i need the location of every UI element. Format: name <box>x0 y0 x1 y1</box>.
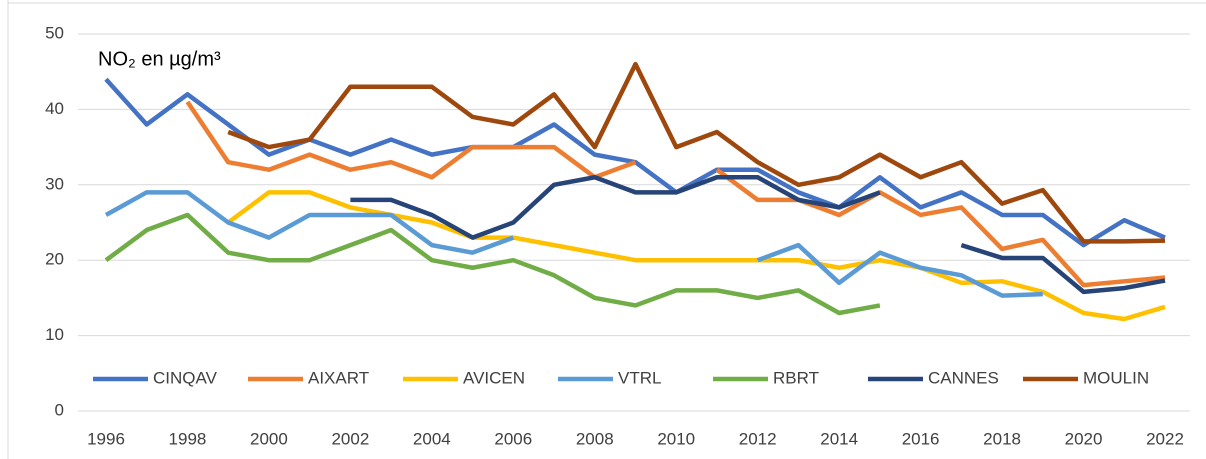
x-tick-label: 2020 <box>1065 429 1103 448</box>
annotation: NO₂ en µg/m³ <box>98 48 221 70</box>
y-tick-label: 40 <box>45 99 64 118</box>
x-tick-label: 1996 <box>87 429 125 448</box>
x-tick-label: 2012 <box>739 429 777 448</box>
x-tick-label: 2006 <box>494 429 532 448</box>
x-tick-label: 1998 <box>169 429 207 448</box>
x-tick-label: 2016 <box>902 429 940 448</box>
y-tick-label: 50 <box>45 23 64 42</box>
y-tick-label: 30 <box>45 174 64 193</box>
y-tick-label: 20 <box>45 250 64 269</box>
y-tick-label: 10 <box>45 325 64 344</box>
legend-label: AIXART <box>308 368 369 387</box>
legend-label: CANNES <box>928 368 999 387</box>
series-line <box>104 190 1043 298</box>
x-tick-label: 2008 <box>576 429 614 448</box>
x-tick-label: 2014 <box>820 429 858 448</box>
legend-label: VTRL <box>618 368 661 387</box>
x-tick-label: 2002 <box>331 429 369 448</box>
y-tick-label: 0 <box>55 400 64 419</box>
legend-label: CINQAV <box>153 368 218 387</box>
x-tick-label: 2018 <box>983 429 1021 448</box>
series-line <box>185 100 1166 288</box>
series-line <box>227 61 1166 244</box>
x-tick-label: 2022 <box>1146 429 1184 448</box>
series-line <box>104 212 881 316</box>
series-line <box>226 190 1166 322</box>
x-tick-label: 2010 <box>657 429 695 448</box>
legend-label: RBRT <box>773 368 819 387</box>
x-tick-label: 2000 <box>250 429 288 448</box>
series-line <box>350 175 1166 295</box>
x-tick-label: 2004 <box>413 429 451 448</box>
legend-label: MOULIN <box>1083 368 1149 387</box>
legend-label: AVICEN <box>463 368 525 387</box>
